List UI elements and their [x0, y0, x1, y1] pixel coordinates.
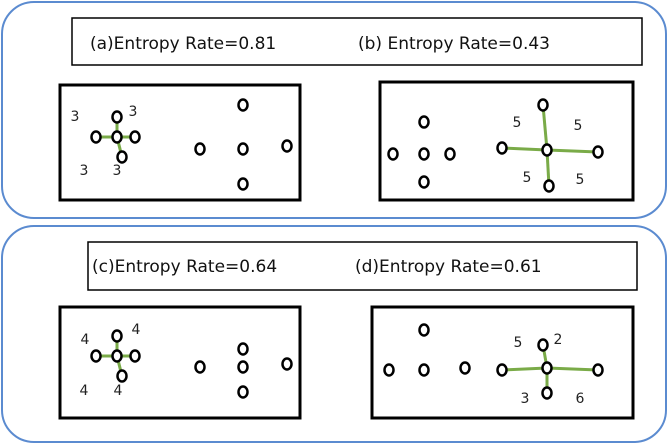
- edge-label: 5: [514, 335, 523, 351]
- node: [111, 130, 123, 144]
- edge-label: 5: [574, 118, 583, 134]
- edge-label: 3: [521, 391, 530, 407]
- graph-frame: [378, 80, 635, 202]
- node: [541, 143, 553, 157]
- node: [237, 385, 249, 399]
- node: [418, 363, 430, 377]
- graph-frame: [58, 83, 302, 202]
- edge-label: 3: [80, 163, 89, 179]
- node: [194, 142, 206, 156]
- edge-label: 3: [129, 104, 138, 120]
- node: [281, 357, 293, 371]
- title-box: [87, 241, 638, 291]
- edge-label: 4: [132, 322, 141, 338]
- node: [237, 360, 249, 374]
- node: [387, 147, 399, 161]
- node: [537, 338, 549, 352]
- node: [592, 145, 604, 159]
- edge-label: 3: [71, 109, 80, 125]
- node: [418, 147, 430, 161]
- node: [496, 363, 508, 377]
- edge: [546, 366, 599, 372]
- edge-label: 6: [576, 391, 585, 407]
- edge: [546, 148, 599, 154]
- node: [237, 342, 249, 356]
- edge: [501, 146, 548, 152]
- edge-label: 5: [576, 172, 585, 188]
- node: [418, 115, 430, 129]
- node: [116, 369, 128, 383]
- node: [541, 386, 553, 400]
- edge-label: 3: [113, 163, 122, 179]
- edge-label: 4: [114, 383, 123, 399]
- panel-title: (a)Entropy Rate=0.81: [90, 34, 276, 54]
- node: [116, 150, 128, 164]
- node: [111, 349, 123, 363]
- node: [281, 139, 293, 153]
- edge: [501, 366, 548, 372]
- node: [90, 130, 102, 144]
- node: [537, 98, 549, 112]
- graph-frame: [58, 305, 302, 420]
- graph-frame: [370, 305, 635, 420]
- graphs: 3 3 3 3 5 5 5 5 4 4 4 4 5 2 3 6: [71, 98, 604, 407]
- node: [418, 175, 430, 189]
- edge-label: 4: [80, 383, 89, 399]
- panel-title: (b) Entropy Rate=0.43: [358, 34, 550, 54]
- node: [111, 110, 123, 124]
- edge-label: 4: [81, 332, 90, 348]
- node: [459, 361, 471, 375]
- edge-label: 5: [513, 115, 522, 131]
- node: [194, 360, 206, 374]
- edge-label: 5: [523, 170, 532, 186]
- node: [444, 147, 456, 161]
- node: [129, 130, 141, 144]
- node: [541, 361, 553, 375]
- node: [383, 363, 395, 377]
- panel-title: (c)Entropy Rate=0.64: [92, 257, 277, 277]
- node: [237, 177, 249, 191]
- edge-label: 2: [554, 332, 563, 348]
- edge: [541, 104, 549, 151]
- node: [496, 141, 508, 155]
- node: [543, 179, 555, 193]
- node: [90, 349, 102, 363]
- node: [129, 349, 141, 363]
- node: [237, 98, 249, 112]
- node: [111, 329, 123, 343]
- node: [237, 142, 249, 156]
- panel-title: (d)Entropy Rate=0.61: [355, 257, 542, 277]
- node: [418, 323, 430, 337]
- title-box: [71, 17, 643, 66]
- node: [592, 363, 604, 377]
